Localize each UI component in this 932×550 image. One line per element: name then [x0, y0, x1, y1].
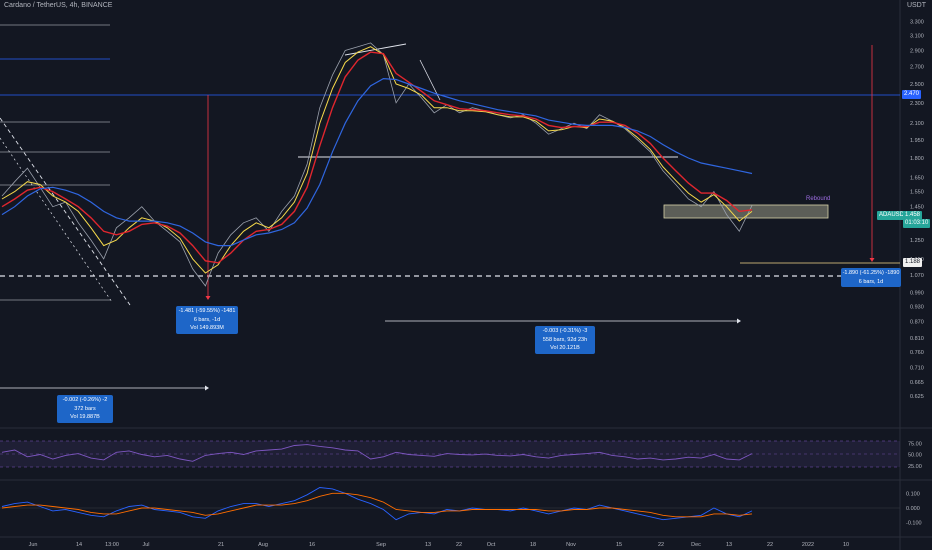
price-tick-label: 1.800 — [910, 156, 924, 162]
ticker-tag: ADAUSDT — [877, 211, 910, 220]
macd-line[interactable] — [1, 487, 753, 521]
price-tick-label: 0.990 — [910, 291, 924, 297]
measure-text: Vol 20.121B — [550, 345, 580, 351]
last-price-tag: 1.458 — [903, 211, 923, 220]
price-tag-resistance: 2.470 — [902, 90, 922, 99]
time-tick-label: 15 — [616, 542, 622, 548]
price-tick-label: 2.900 — [910, 49, 924, 55]
measure-box-oct[interactable]: -0.003 (-0.31%) -3 558 bars, 92d 23h Vol… — [535, 326, 595, 354]
ema-mid-line[interactable] — [1, 51, 753, 264]
price-tick-label: 0.870 — [910, 320, 924, 326]
drawings[interactable] — [0, 24, 900, 391]
time-tick-label: 2022 — [802, 542, 814, 548]
price-tick-label: 2.700 — [910, 65, 924, 71]
price-tick-label: 1.450 — [910, 205, 924, 211]
price-series-group — [1, 42, 753, 287]
time-tick-label: 22 — [658, 542, 664, 548]
symbol-header[interactable]: Cardano / TetherUS, 4h, BINANCE — [4, 2, 113, 9]
measure-text: 558 bars, 92d 23h — [542, 336, 588, 343]
currency-label: USDT — [906, 2, 926, 9]
measure-box-left[interactable]: -0.002 (-0.26%) -2 372 bars Vol 19.887B — [57, 395, 113, 423]
arrow-head — [737, 318, 741, 324]
rsi-tick-label: 75.00 — [908, 441, 922, 447]
time-tick-label: Jul — [142, 542, 149, 548]
price-tick-label: 1.550 — [910, 190, 924, 196]
measure-box-jul[interactable]: -1.481 (-59.55%) -1481 6 bars, -1d Vol 1… — [176, 306, 238, 334]
rsi-pane — [0, 440, 900, 468]
price-tick-label: 2.100 — [910, 121, 924, 127]
time-tick-label: 14 — [76, 542, 82, 548]
measure-text: 6 bars, 1d — [858, 278, 884, 285]
arrow-head — [205, 296, 211, 300]
macd-pane — [0, 487, 900, 521]
arrow-head — [869, 258, 875, 262]
price-tick-label: 3.100 — [910, 34, 924, 40]
time-tick-label: 10 — [843, 542, 849, 548]
price-tick-label: 0.760 — [910, 350, 924, 356]
price-tick-label: 0.710 — [910, 366, 924, 372]
rebound-label: Rebound — [806, 196, 831, 202]
measure-text: -1.890 (-61.25%) -1890 — [842, 270, 900, 276]
price-tick-label: 3.300 — [910, 19, 924, 25]
price-tick-label: 1.070 — [910, 273, 924, 279]
ema-slow-line[interactable] — [1, 77, 753, 247]
macd-tick-label: -0.100 — [906, 521, 922, 527]
price-tick-label: 1.250 — [910, 238, 924, 244]
time-tick-label: Nov — [566, 542, 576, 548]
price-tick-label: 0.810 — [910, 336, 924, 342]
price-series-line[interactable] — [1, 42, 753, 287]
ema-fast-line[interactable] — [1, 46, 753, 274]
low-price-tag: 1.188 — [903, 258, 923, 267]
time-tick-label: Jun — [29, 542, 38, 548]
measure-text: Vol 149.893M — [190, 325, 224, 331]
macd-tick-label: 0.100 — [906, 491, 920, 497]
price-tick-label: 2.300 — [910, 101, 924, 107]
time-tick-label: 21 — [218, 542, 224, 548]
time-tick-label: 16 — [309, 542, 315, 548]
rsi-tick-label: 50.00 — [908, 453, 922, 459]
measure-text: Vol 19.887B — [70, 414, 100, 420]
time-tick-label: Dec — [691, 542, 701, 548]
price-tick-label: 1.650 — [910, 176, 924, 182]
signal-line[interactable] — [1, 492, 753, 518]
price-tick-label: 2.500 — [910, 82, 924, 88]
measure-text: -1.481 (-59.55%) -1481 — [178, 308, 236, 314]
time-tick-label: Oct — [487, 542, 496, 548]
time-tick-label: Aug — [258, 542, 268, 548]
time-axis[interactable]: Jun 14 13:00 Jul 21 Aug 16 Sep 13 22 Oct 18 Nov 15 22 D… — [29, 542, 850, 548]
measure-text: -0.002 (-0.26%) -2 — [62, 397, 108, 403]
measure-box-dec[interactable]: -1.890 (-61.25%) -1890 6 bars, 1d — [841, 268, 901, 287]
channel-line-lower[interactable] — [0, 137, 113, 303]
measure-text: 6 bars, -1d — [193, 316, 221, 323]
time-tick-label: 13 — [726, 542, 732, 548]
price-tick-label: 0.930 — [910, 305, 924, 311]
time-tick-label: 18 — [530, 542, 536, 548]
time-tick-label: 22 — [456, 542, 462, 548]
countdown-tag: 01:03:10 — [903, 219, 931, 228]
measure-text: 372 bars — [74, 405, 96, 412]
time-tick-label: 22 — [767, 542, 773, 548]
time-tick-label: Sep — [376, 542, 386, 548]
rsi-line[interactable] — [1, 444, 753, 462]
macd-tick-label: 0.000 — [906, 506, 920, 512]
time-tick-label: 13 — [425, 542, 431, 548]
time-tick-label: 13:00 — [105, 542, 119, 548]
measure-text: -0.003 (-0.31%) -3 — [542, 328, 588, 334]
price-tick-label: 1.950 — [910, 138, 924, 144]
price-tick-label: 0.625 — [910, 394, 924, 400]
price-tick-label: 0.665 — [910, 380, 924, 386]
channel-line-upper[interactable] — [0, 117, 131, 306]
arrow-head — [205, 385, 209, 391]
rsi-tick-label: 25.00 — [908, 464, 922, 470]
